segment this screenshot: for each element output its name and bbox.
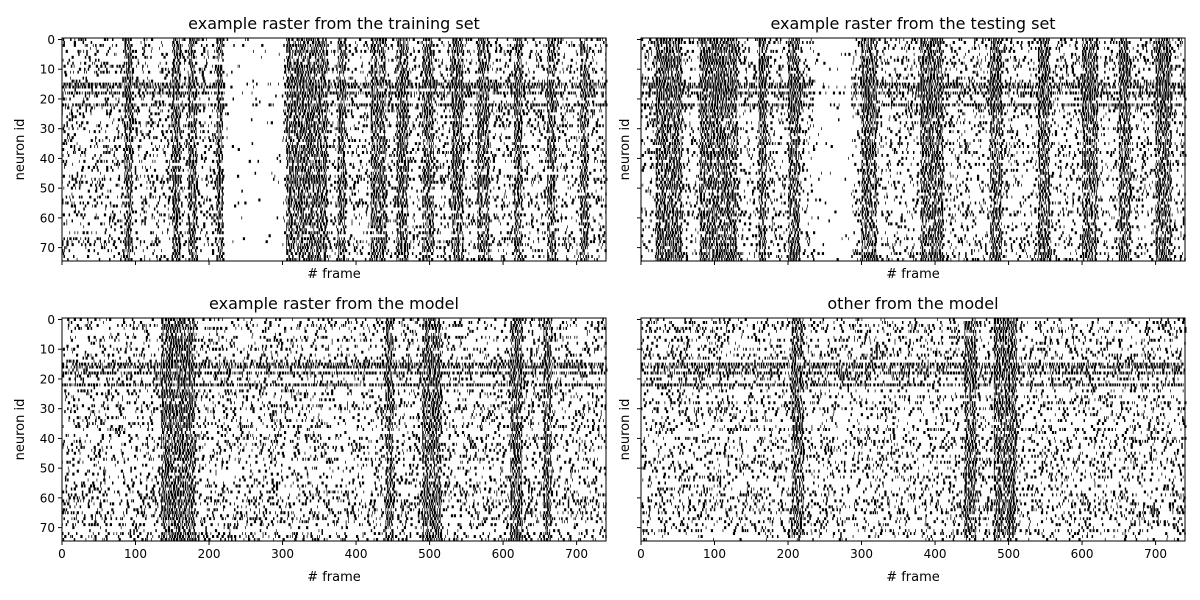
- x-tick-label: 700: [1144, 547, 1167, 561]
- y-tick-label: 30: [40, 402, 55, 416]
- spike-raster: [62, 318, 608, 541]
- raster-panel-2: example raster from the testing set # fra…: [618, 14, 1187, 282]
- x-tick-label: 100: [124, 547, 147, 561]
- y-axis-label: neuron id: [618, 119, 633, 181]
- x-tick-label: 400: [924, 547, 947, 561]
- y-tick-label: 50: [40, 182, 55, 196]
- x-tick-label: 300: [271, 547, 294, 561]
- axes-frame: [61, 37, 607, 262]
- y-tick-label: 50: [40, 462, 55, 476]
- y-tick-label: 60: [40, 491, 55, 505]
- raster-panel-4: 0 100 200 300 400 500 600 700 other from the mod…: [618, 294, 1187, 585]
- y-axis-label: neuron id: [618, 399, 633, 461]
- plot-area: [62, 318, 606, 541]
- x-axis-label: # frame: [307, 267, 361, 282]
- y-axis-label: neuron id: [13, 119, 28, 181]
- x-tick-label: 600: [1071, 547, 1094, 561]
- x-tick-label: 500: [418, 547, 441, 561]
- raster-panel-1: 0 10 20 30 40 50 60 70 example raster from the t…: [13, 14, 608, 282]
- y-tick-label: 10: [40, 63, 55, 77]
- y-tick-label: 10: [40, 343, 55, 357]
- chart-title: other from the model: [827, 294, 998, 313]
- chart-title: example raster from the training set: [188, 14, 480, 33]
- x-tick-label: 0: [58, 547, 66, 561]
- x-tick-label: 0: [637, 547, 645, 561]
- y-tick-label: 0: [47, 313, 55, 327]
- y-axis-label: neuron id: [13, 399, 28, 461]
- y-tick-label: 40: [40, 152, 55, 166]
- x-axis-label: # frame: [886, 267, 940, 282]
- x-tick-label: 400: [345, 547, 368, 561]
- x-tick-label: 500: [997, 547, 1020, 561]
- axes-frame: [61, 317, 607, 542]
- spike-raster: [641, 38, 1187, 261]
- y-tick-label: 20: [40, 372, 55, 386]
- y-tick-label: 70: [40, 521, 55, 535]
- x-axis-label: # frame: [307, 570, 361, 585]
- axes-frame: [640, 37, 1186, 262]
- x-tick-label: 600: [492, 547, 515, 561]
- spike-raster: [62, 38, 608, 261]
- y-tick-label: 40: [40, 432, 55, 446]
- spike-raster: [641, 318, 1187, 541]
- raster-panel-3: 0 100 200 300 400 500 600 700 0 10 20 30 40 50 60 70 exa…: [13, 294, 608, 585]
- x-tick-label: 300: [850, 547, 873, 561]
- x-axis-label: # frame: [886, 570, 940, 585]
- chart-title: example raster from the testing set: [770, 14, 1055, 33]
- x-tick-label: 100: [703, 547, 726, 561]
- chart-title: example raster from the model: [209, 294, 459, 313]
- x-tick-label: 200: [777, 547, 800, 561]
- y-tick-label: 0: [47, 33, 55, 47]
- y-tick-label: 60: [40, 211, 55, 225]
- x-tick-label: 700: [565, 547, 588, 561]
- axes-frame: [640, 317, 1186, 542]
- y-tick-label: 20: [40, 92, 55, 106]
- y-tick-label: 70: [40, 241, 55, 255]
- y-tick-label: 30: [40, 122, 55, 136]
- x-tick-label: 200: [198, 547, 221, 561]
